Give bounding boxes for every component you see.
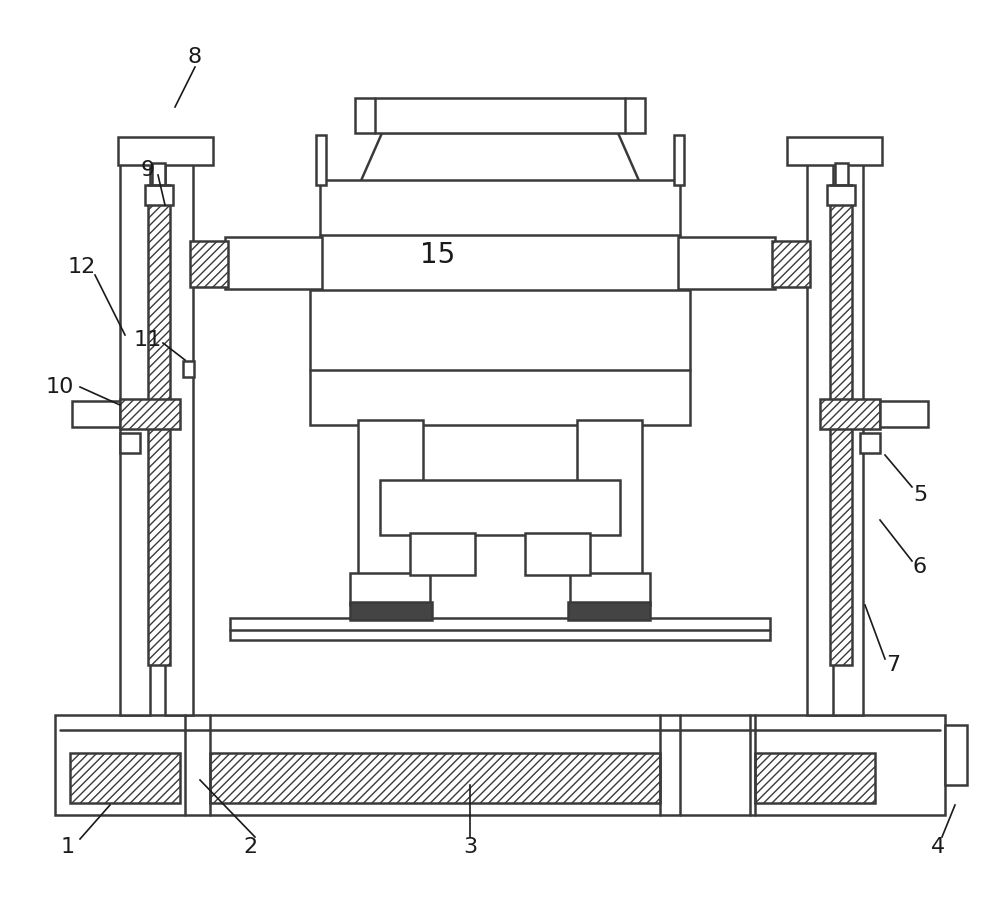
Text: 6: 6 (913, 557, 927, 577)
Bar (525, 533, 590, 575)
Bar (152, 163, 165, 193)
Text: 12: 12 (68, 257, 96, 277)
Text: 3: 3 (463, 837, 477, 857)
Bar (165, 155, 193, 715)
Polygon shape (360, 133, 640, 183)
Bar (674, 135, 684, 185)
Bar (570, 573, 650, 605)
Bar (568, 602, 650, 620)
Bar (230, 618, 770, 640)
Bar (70, 753, 180, 803)
Bar (316, 135, 326, 185)
Bar (835, 163, 848, 193)
Text: 7: 7 (886, 655, 900, 675)
Text: 2: 2 (243, 837, 257, 857)
Bar (880, 401, 928, 427)
Bar (577, 420, 642, 575)
Bar (820, 399, 880, 429)
Text: 1: 1 (61, 837, 75, 857)
Text: 8: 8 (188, 47, 202, 67)
Bar (55, 715, 945, 815)
Bar (358, 420, 423, 575)
Bar (755, 753, 875, 803)
Text: 9: 9 (141, 160, 155, 180)
Bar (772, 241, 810, 287)
Bar (355, 98, 645, 133)
Bar (225, 237, 322, 289)
Bar (945, 725, 967, 785)
Bar (678, 237, 775, 289)
Bar (787, 137, 882, 165)
Text: 15: 15 (420, 241, 456, 269)
Text: 4: 4 (931, 837, 945, 857)
Bar (380, 480, 620, 535)
Bar (120, 155, 150, 715)
Bar (210, 753, 660, 803)
Bar (320, 180, 680, 295)
Bar (833, 155, 863, 715)
Bar (830, 195, 852, 665)
Bar (827, 185, 855, 205)
Text: 5: 5 (913, 485, 927, 505)
Bar (183, 361, 194, 377)
Bar (120, 399, 180, 429)
Bar (145, 185, 173, 205)
Bar (410, 533, 475, 575)
Bar (350, 602, 432, 620)
Bar (190, 241, 228, 287)
Bar (807, 155, 835, 715)
Bar (148, 195, 170, 665)
Bar (860, 433, 880, 453)
Bar (120, 433, 140, 453)
Bar (72, 401, 120, 427)
Bar (350, 573, 430, 605)
Bar (310, 290, 690, 425)
Bar (118, 137, 213, 165)
Text: 10: 10 (46, 377, 74, 397)
Text: 11: 11 (134, 330, 162, 350)
